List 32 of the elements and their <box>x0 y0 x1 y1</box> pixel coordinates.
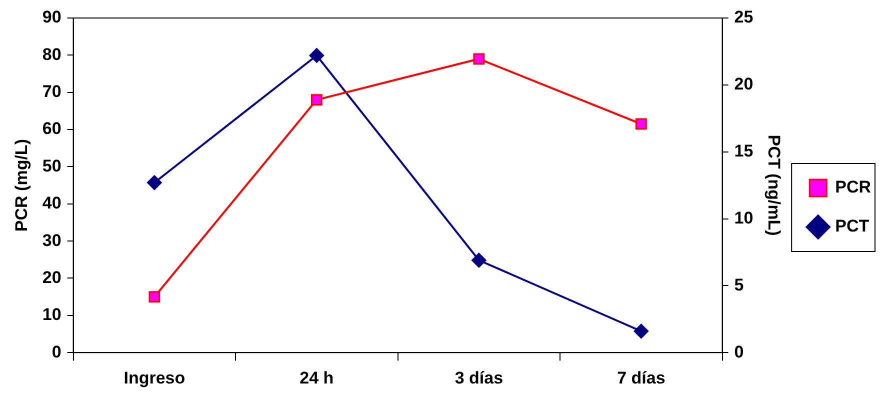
point <box>148 291 160 303</box>
point <box>146 175 162 190</box>
x-tick-label: 24 h <box>300 368 334 388</box>
point <box>310 94 322 106</box>
x-tick-label: 3 días <box>454 368 504 388</box>
y2-tick-label: 15 <box>734 142 754 161</box>
point <box>471 252 486 268</box>
y-axis-title: PCR (mg/L) <box>12 139 31 232</box>
y2-tick-label: 25 <box>734 8 754 27</box>
point <box>309 48 324 63</box>
y-tick-label: 30 <box>42 230 62 250</box>
y2-axis-title: PCT (ng/mL) <box>764 134 784 236</box>
x-tick-label: Ingreso <box>124 368 186 388</box>
point <box>473 53 485 65</box>
x-tick-label: 7 días <box>617 368 666 388</box>
y2-tick-label: 10 <box>734 208 754 228</box>
y2-tick-label: 20 <box>734 74 754 94</box>
y-tick-label: 80 <box>42 44 62 64</box>
y-tick-label: 10 <box>42 305 62 324</box>
y-tick-label: 20 <box>42 268 62 287</box>
point <box>635 118 647 130</box>
y-tick-label: 70 <box>42 82 62 102</box>
y-tick-label: 40 <box>42 194 62 213</box>
point <box>634 324 649 339</box>
y2-tick-label: 5 <box>734 275 744 294</box>
y-tick-label: 60 <box>42 119 62 138</box>
y-tick-label: 90 <box>42 8 62 27</box>
legend-label: PCT <box>835 216 870 236</box>
y-tick-label: 0 <box>52 342 62 362</box>
legend-label: PCR <box>835 178 872 197</box>
y-tick-label: 50 <box>42 156 62 176</box>
y2-tick-label: 0 <box>734 342 744 362</box>
